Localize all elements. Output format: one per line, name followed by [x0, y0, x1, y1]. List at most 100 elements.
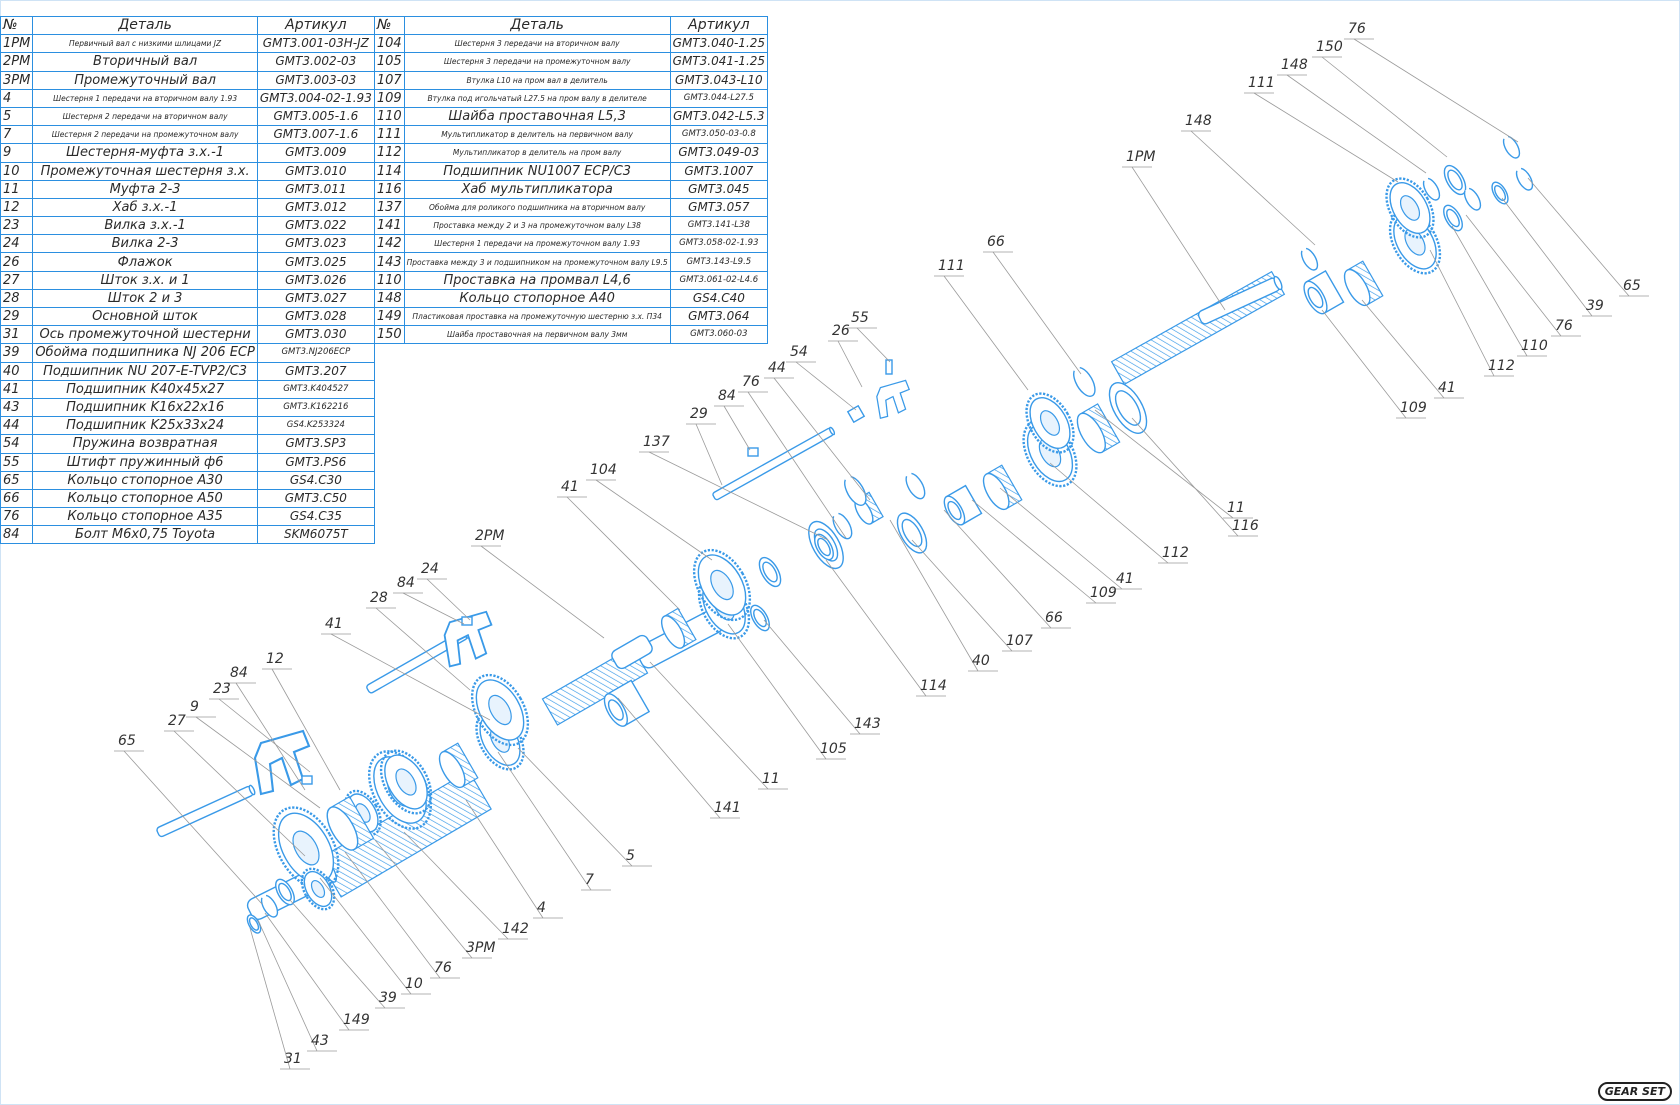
- callout-leader: [1451, 225, 1528, 357]
- part-number: 54: [0, 434, 34, 454]
- table-row: 26 Флажок GMT3.025 143 Проставка между 3 и п…: [0, 252, 769, 272]
- callout-label: 10: [405, 976, 423, 992]
- part-name: Кольцо стопорное A35: [32, 507, 258, 527]
- clip-76b: [1463, 187, 1482, 211]
- callout-labels: 761501481111481РМ66111552654447684291371…: [118, 21, 1641, 1067]
- part-article: GMT3.NJ206ECP: [256, 343, 375, 363]
- part-number: 2РМ: [0, 52, 34, 72]
- part-number: 114: [373, 161, 405, 181]
- spacer-149: [246, 914, 262, 934]
- part-number: 104: [373, 34, 405, 54]
- part-article: GMT3.060-03: [669, 325, 769, 345]
- sleeve-141: [603, 679, 651, 727]
- callout-label: 1РМ: [1126, 149, 1155, 165]
- clip-66b: [1073, 366, 1096, 397]
- clip-76d: [832, 512, 853, 540]
- part-article: GMT3.044-L27.5: [669, 88, 769, 108]
- callout-leader: [695, 423, 723, 486]
- gear-9-hub: [292, 830, 320, 866]
- table-row: 76 Кольцо стопорное A35 GS4.C35: [0, 507, 768, 527]
- callout-leader: [173, 730, 306, 857]
- part-number: 40: [0, 361, 34, 381]
- callout-leader: [257, 919, 318, 1052]
- part-number: 107: [373, 70, 405, 90]
- table-header-row: № Деталь Артикул № Деталь Артикул: [0, 15, 769, 36]
- parts-table: № Деталь Артикул № Деталь Артикул 1РМ Первичный…: [0, 15, 769, 545]
- callout-leader: [123, 750, 263, 905]
- callout-label: 12: [266, 651, 284, 667]
- bearing-41e-face: [1076, 412, 1106, 454]
- washer-110: [1443, 204, 1463, 232]
- bearing-41f: [1343, 260, 1384, 307]
- part-name: Болт M6x0,75 Toyota: [32, 525, 258, 545]
- part-name: Шток з.х. и 1: [32, 270, 258, 290]
- bolt-84a: [747, 447, 759, 457]
- gear-104-teeth: [692, 548, 752, 622]
- callout-leader: [837, 340, 863, 388]
- part-number: 109: [373, 88, 405, 108]
- part-name: Проставка между 3 и подшипником на проме…: [403, 252, 671, 272]
- callout-leader: [249, 927, 291, 1070]
- part-article: GMT3.061-02-L4.6: [669, 270, 769, 290]
- bearing-107-inner: [901, 518, 923, 548]
- ring-39b-inner: [1493, 184, 1507, 202]
- part-number: 39: [0, 343, 34, 363]
- callout-leader: [825, 559, 927, 697]
- table-row: 66 Кольцо стопорное A50 GMT3.C50: [0, 488, 768, 509]
- clip-76d-arc: [832, 512, 853, 540]
- part-number: 55: [0, 452, 34, 472]
- callout-leader: [971, 499, 1097, 604]
- clip-66b-arc: [1073, 366, 1096, 397]
- callout-leader: [1361, 299, 1445, 399]
- ring-143b-inner: [753, 608, 767, 628]
- callout-label: 149: [343, 1012, 370, 1028]
- part-number: 66: [0, 488, 34, 509]
- gear-104-hub: [710, 569, 734, 601]
- callout-leader: [856, 327, 891, 363]
- callout-label: 84: [230, 665, 248, 681]
- table-row: 2РМ Вторичный вал GMT3.002-03 105 Шестерня 3…: [0, 52, 769, 72]
- callout-leader: [566, 496, 681, 611]
- callout-leader: [773, 377, 871, 501]
- callout-leader: [517, 747, 633, 867]
- ring-143: [758, 556, 782, 588]
- callout-leader: [943, 509, 1052, 629]
- part-article: GMT3.040-1.25: [669, 34, 769, 54]
- part-name: Кольцо стопорное A40: [403, 288, 671, 309]
- callout-label: 27: [168, 713, 186, 729]
- ring-143b: [750, 604, 770, 632]
- callout-label: 111: [938, 258, 965, 274]
- callout-leader: [1321, 56, 1448, 158]
- bearing-41b-face: [438, 750, 466, 789]
- callout-leader: [426, 578, 471, 621]
- clip-148: [1300, 247, 1319, 271]
- flag-26: [876, 379, 911, 419]
- gear-set-logo: GEAR SET: [1597, 1082, 1672, 1101]
- part-name: Пластиковая проставка на промежуточную ш…: [403, 306, 671, 327]
- callout-label: 39: [379, 990, 397, 1006]
- part-article: GMT3.026: [256, 270, 375, 290]
- callout-leader: [911, 539, 1013, 652]
- callout-leader: [465, 799, 544, 919]
- gear-4-hub-hub: [395, 768, 417, 796]
- spring-54: [846, 404, 866, 424]
- gear-111b-teeth: [1385, 177, 1435, 239]
- callout-label: 28: [370, 590, 388, 606]
- part-name: Промежуточный вал: [32, 70, 258, 90]
- part-number: 149: [373, 306, 405, 327]
- part-number: 27: [0, 270, 34, 290]
- callout-leader: [271, 668, 341, 791]
- shaft-1pm-end: [1273, 275, 1283, 291]
- table-row: 1РМ Первичный вал с низкими шлицами JZ GMT…: [0, 34, 769, 54]
- callout-leader: [330, 633, 491, 721]
- table-row: 84 Болт M6x0,75 Toyota SKM6075T: [0, 525, 768, 545]
- callout-label: 23: [213, 681, 231, 697]
- diagram-parts: [156, 135, 1534, 934]
- part-number: 137: [373, 197, 405, 218]
- clip-76b-arc: [1463, 187, 1482, 211]
- clip-148b-arc: [1422, 177, 1441, 201]
- clip-148b: [1422, 177, 1441, 201]
- clip-76c: [1502, 135, 1521, 159]
- table-row: 23 Вилка з.х.-1 GMT3.022 141 Проставка между…: [0, 216, 769, 236]
